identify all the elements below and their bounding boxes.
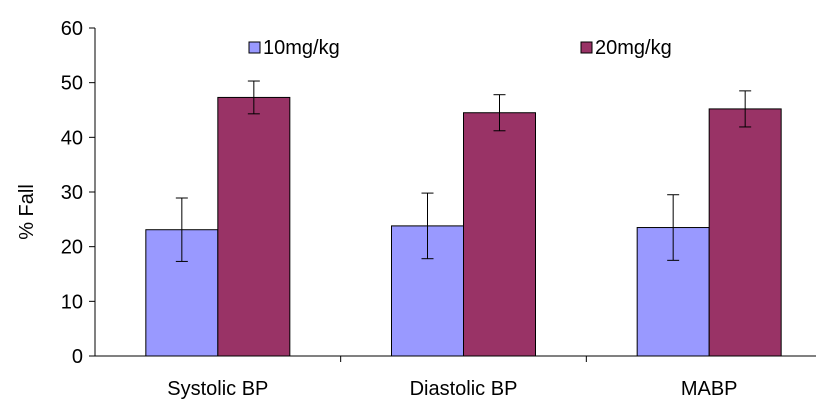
- y-tick-label: 10: [61, 291, 83, 313]
- bar-series2: [217, 96, 291, 357]
- legend-swatch: [248, 41, 261, 54]
- y-axis-label: % Fall: [16, 184, 38, 240]
- x-tick-label: Diastolic BP: [410, 378, 518, 400]
- legend-label: 10mg/kg: [263, 37, 340, 59]
- plot-area: [145, 80, 782, 357]
- y-tick-label: 60: [61, 18, 83, 40]
- y-tick-label: 30: [61, 182, 83, 204]
- legend-label: 20mg/kg: [595, 37, 672, 59]
- bar-series2: [708, 108, 782, 357]
- y-tick-label: 40: [61, 127, 83, 149]
- x-tick-label: Systolic BP: [167, 378, 268, 400]
- legend-swatch: [580, 41, 593, 54]
- x-tick-label: MABP: [681, 378, 738, 400]
- axes: % Fall 0 10 20 30 40 50 60 Systolic BP Diastolic…: [16, 18, 816, 400]
- y-tick-label: 20: [61, 237, 83, 259]
- bar-series2: [463, 112, 536, 357]
- legend: 10mg/kg 20mg/kg: [248, 37, 672, 59]
- y-tick-label: 0: [72, 346, 83, 368]
- y-tick-label: 50: [61, 73, 83, 95]
